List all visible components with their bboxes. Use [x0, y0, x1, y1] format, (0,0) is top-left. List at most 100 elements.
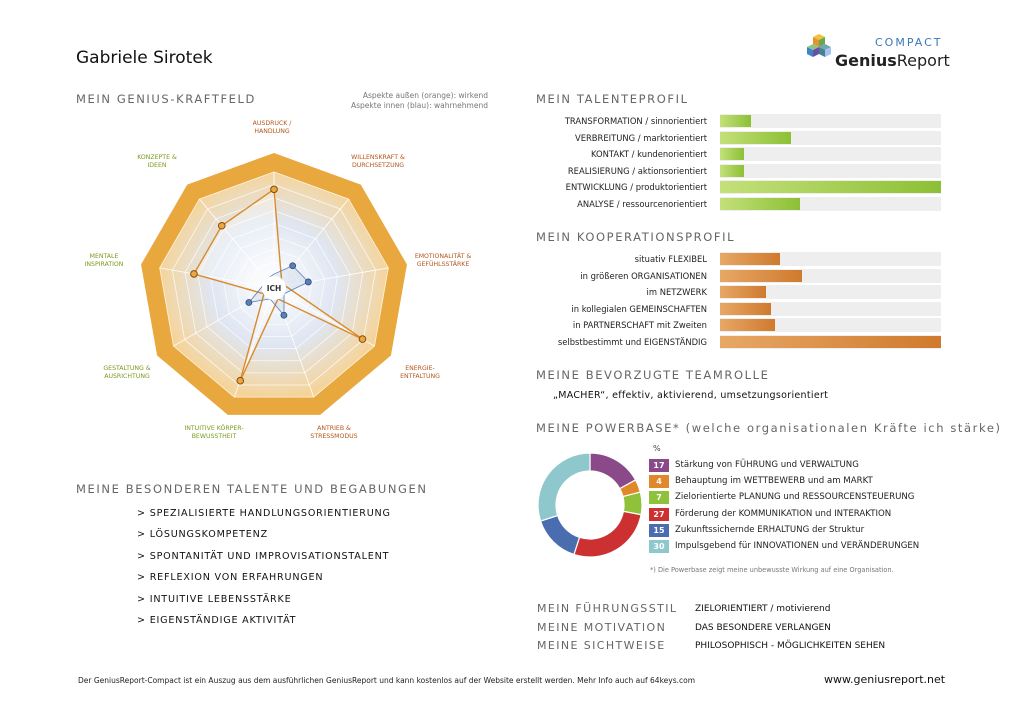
powerbase-label: Stärkung von FÜHRUNG und VERWALTUNG [675, 460, 859, 470]
bar-fill [720, 131, 791, 144]
bar-track [720, 147, 941, 161]
bar-track [720, 130, 941, 145]
bar-label: REALISIERUNG / aktionsorientiert [567, 165, 707, 176]
bar-track [720, 301, 941, 316]
bar-label: VERBREITUNG / marktorientiert [574, 132, 707, 143]
powerbase-title: MEINE POWERBASE* (welche organisationale… [536, 421, 1002, 435]
powerbase-footnote: *) Die Powerbase zeigt meine unbewusste … [650, 566, 894, 574]
bar-label: im NETZWERK [646, 287, 707, 297]
radar-outer-point [236, 376, 245, 385]
footer-text: Der GeniusReport-Compact ist ein Auszug … [78, 676, 696, 685]
radar-inner-point [289, 262, 297, 270]
radar-axis-label: GESTALTUNG & AUSRICHTUNG [103, 365, 151, 380]
radar-spoke [273, 198, 349, 289]
radar-axis-label: ANTRIEB & STRESSMODUS [310, 425, 358, 440]
bar-fill [720, 197, 800, 210]
radar-outer-point [190, 270, 198, 278]
radar-axis-label: INTUITIVE KÖRPER- BEWUSSTHEIT [184, 425, 244, 440]
talent-item: > SPONTANITÄT UND IMPROVISATIONSTALENT [137, 550, 390, 562]
radar-spoke [273, 267, 389, 289]
bar-label: situativ FLEXIBEL [634, 254, 707, 264]
bar-fill [720, 269, 802, 282]
bar-label: KONTAKT / kundenorientiert [590, 149, 707, 159]
radar-spoke [173, 287, 275, 347]
powerbase-value-badge: 15 [649, 523, 669, 537]
radar-ring [184, 197, 364, 374]
powerbase-label: Behauptung im WETTBEWERB und am MARKT [675, 476, 873, 487]
bar-label: in größeren ORGANISATIONEN [580, 270, 707, 281]
radar-outer-point [270, 185, 278, 194]
logo-compact-text: COMPACT [875, 36, 943, 49]
powerbase-value-badge: 17 [649, 459, 669, 472]
radar-ring [159, 171, 389, 398]
bar-track [720, 114, 941, 128]
logo-genius-text: GeniusReport [835, 51, 950, 70]
kraftfeld-note: Aspekte außen (orange): wirkend Aspekte … [351, 91, 488, 110]
bar-fill [720, 319, 776, 331]
radar-axis-label: ENERGIE- ENTFALTUNG [400, 365, 440, 380]
bar-fill [720, 164, 745, 177]
powerbase-percent: % [653, 444, 661, 453]
radar-axis-label: KONZEPTE & IDEEN [137, 154, 177, 169]
bar-track [720, 252, 941, 266]
bar-label: in PARTNERSCHAFT mit Zweiten [572, 320, 707, 330]
bar-fill [720, 253, 780, 265]
powerbase-value-badge: 27 [649, 507, 669, 521]
radar-inner-point [245, 299, 253, 306]
talent-item: > REFLEXION VON ERFAHRUNGEN [137, 572, 324, 584]
radar-ring [210, 223, 338, 350]
donut-slice [539, 514, 581, 556]
radar-ring [171, 184, 377, 386]
bar-fill [720, 181, 941, 193]
powerbase-value-badge: 7 [649, 491, 669, 505]
style-label: MEINE SICHTWEISE [537, 639, 666, 652]
radar-ring [235, 248, 313, 325]
radar-inner-point [304, 278, 312, 286]
radar-ring [260, 274, 288, 301]
website-link[interactable]: www.geniusreport.net [824, 673, 946, 686]
bar-label: in kollegialen GEMEINSCHAFTEN [571, 303, 707, 314]
radar-outer-point [358, 335, 367, 343]
radar-spoke [273, 287, 315, 398]
radar-inner-point [280, 311, 288, 319]
genius-report-logo: COMPACT GeniusReport [805, 33, 950, 73]
bar-track [720, 196, 941, 211]
style-value: ZIELORIENTIERT / motivierend [695, 604, 831, 614]
bar-fill [720, 286, 767, 298]
bar-fill [720, 302, 771, 315]
teamrolle-value: „MACHER“, effektiv, aktivierend, umsetzu… [553, 390, 829, 401]
teamrolle-title: MEINE BEVORZUGTE TEAMROLLE [536, 368, 770, 382]
radar-center-label: ICH [267, 284, 282, 293]
radar-spoke [159, 267, 275, 289]
kraftfeld-title: MEIN GENIUS-KRAFTFELD [76, 92, 256, 106]
style-value: DAS BESONDERE VERLANGEN [695, 622, 831, 633]
bar-track [720, 180, 941, 194]
radar-spoke [199, 198, 275, 289]
bar-label: selbstbestimmt und EIGENSTÄNDIG [557, 336, 707, 347]
radar-ring [248, 261, 300, 313]
powerbase-label: Zielorientierte PLANUNG und RESSOURCENST… [675, 492, 915, 503]
talent-item: > SPEZIALISIERTE HANDLUNGSORIENTIERUNG [137, 508, 391, 519]
radar-ring [222, 235, 326, 337]
style-label: MEIN FÜHRUNGSSTIL [537, 602, 678, 615]
talent-item: > LÖSUNGSKOMPETENZ [137, 529, 268, 541]
bar-fill [720, 335, 941, 348]
bar-track [720, 268, 941, 283]
radar-axis-label: EMOTIONALITÄT & GEFÜHLSSTÄRKE [414, 253, 472, 268]
radar-axis-label: AUSDRUCK / HANDLUNG [252, 120, 292, 135]
bar-track [720, 285, 941, 299]
logo-cubes-icon [807, 34, 831, 57]
powerbase-label: Förderung der KOMMUNIKATION und INTERAKT… [675, 508, 892, 519]
talentprofil-title: MEIN TALENTEPROFIL [536, 92, 689, 106]
radar-axis-label: WILLENSKRAFT & DURCHSETZUNG [351, 154, 405, 169]
person-name: Gabriele Sirotek [76, 48, 213, 68]
bar-track [720, 163, 941, 178]
talente-title: MEINE BESONDEREN TALENTE UND BEGABUNGEN [76, 482, 428, 496]
powerbase-label: Zukunftssichernde ERHALTUNG der Struktur [675, 524, 865, 535]
style-value: PHILOSOPHISCH - MÖGLICHKEITEN SEHEN [695, 641, 886, 651]
bar-track [720, 318, 941, 332]
bar-label: ENTWICKLUNG / produktorientiert [565, 182, 707, 192]
powerbase-label: Impulsgebend für INNOVATIONEN und VERÄND… [675, 541, 920, 551]
donut-slice [573, 510, 642, 558]
donut-slice [537, 452, 591, 522]
